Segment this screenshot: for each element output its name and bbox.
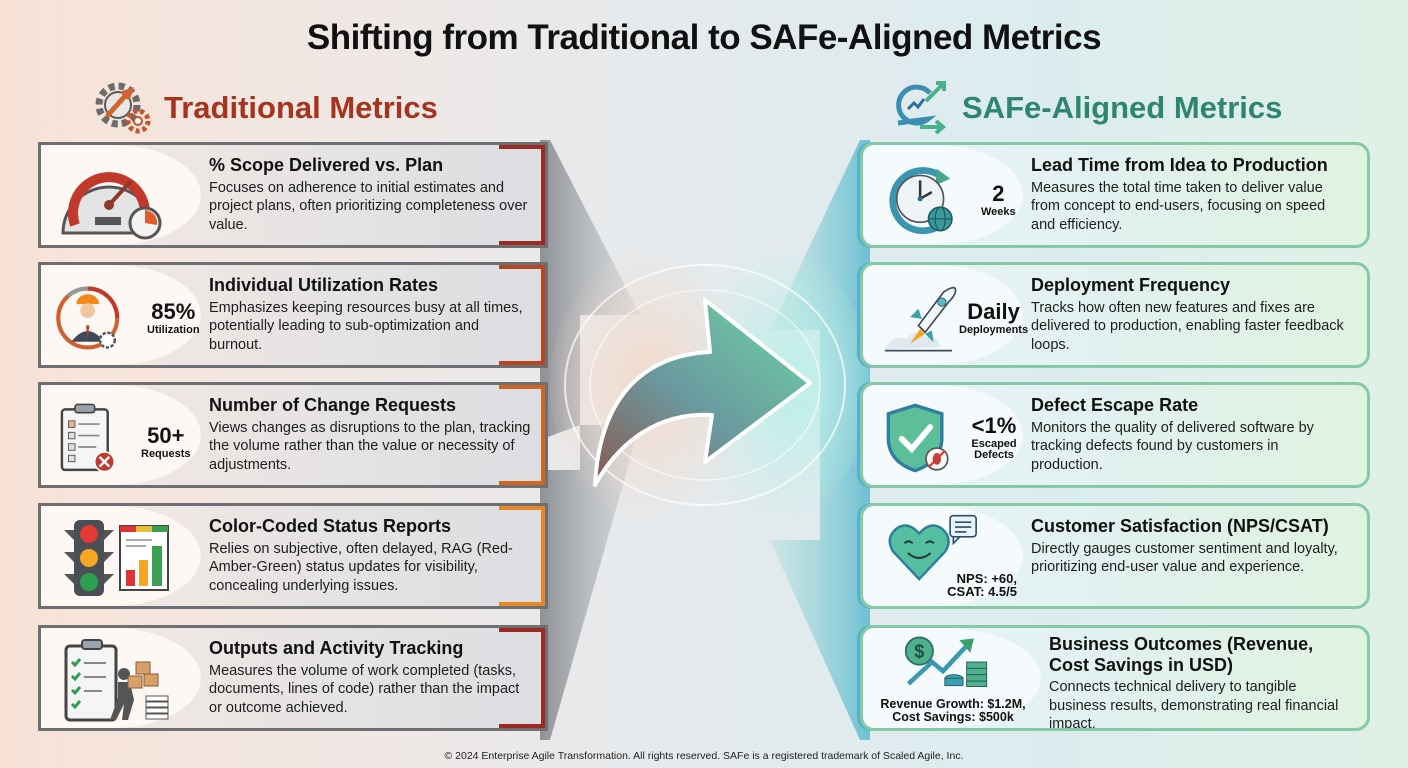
traditional-metrics-header: Traditional Metrics — [92, 78, 438, 138]
card-description: Connects technical delivery to tangible … — [1049, 679, 1339, 731]
traditional-card-change-requests: 50+ Requests Number of Change Requests V… — [38, 382, 548, 488]
nps-value: NPS: +60, — [956, 571, 1017, 586]
transition-arrow-icon — [540, 140, 870, 740]
safe-card-customer-satisfaction: NPS: +60, CSAT: 4.5/5 Customer Satisfact… — [860, 503, 1370, 609]
speedometer-stopwatch-icon — [61, 172, 162, 240]
cycle-growth-arrows-icon — [896, 81, 947, 135]
traditional-card-utilization: 85% Utilization Individual Utilization R… — [38, 262, 548, 368]
dollar-growth-coins-icon: $ — [904, 636, 988, 687]
cost-savings-value: Cost Savings: $500k — [892, 709, 1014, 724]
footer-copyright: © 2024 Enterprise Agile Transformation. … — [444, 750, 964, 762]
clock-globe-icon — [889, 167, 953, 235]
card-title: Lead Time from Idea to Production — [1031, 155, 1328, 175]
rocket-launch-icon — [885, 286, 957, 352]
card-title: Business Outcomes (Revenue, Cost Savings… — [1049, 634, 1314, 675]
safe-metrics-header: SAFe-Aligned Metrics — [890, 78, 1282, 138]
card-description: Emphasizes keeping resources busy at all… — [209, 299, 523, 353]
card-description: Monitors the quality of delivered softwa… — [1031, 419, 1314, 473]
card-description: Measures the total time taken to deliver… — [1031, 179, 1326, 233]
shield-check-bug-icon — [886, 403, 949, 473]
card-title: Customer Satisfaction (NPS/CSAT) — [1031, 516, 1329, 536]
safe-card-lead-time: 2 Weeks Lead Time from Idea to Productio… — [860, 142, 1370, 248]
card-title: % Scope Delivered vs. Plan — [209, 155, 444, 175]
csat-value: CSAT: 4.5/5 — [947, 584, 1017, 599]
safe-card-deployment-frequency: Daily Deployments Deployment Frequency T… — [860, 262, 1370, 368]
card-title: Outputs and Activity Tracking — [209, 638, 464, 658]
card-description: Directly gauges customer sentiment and l… — [1031, 540, 1338, 576]
revenue-growth-value: Revenue Growth: $1.2M, — [880, 697, 1026, 711]
safe-card-defect-escape: <1% Escaped Defects Defect Escape Rate M… — [860, 382, 1370, 488]
card-title: Defect Escape Rate — [1031, 395, 1199, 415]
smiling-heart-chat-icon — [888, 514, 977, 581]
card-description: Measures the volume of work completed (t… — [209, 662, 520, 716]
svg-text:$: $ — [914, 641, 924, 661]
stat-label: Deployments — [959, 324, 1029, 336]
traditional-card-outputs-activity: Outputs and Activity Tracking Measures t… — [38, 625, 548, 731]
page-title: Shifting from Traditional to SAFe-Aligne… — [306, 18, 1102, 57]
card-title: Deployment Frequency — [1031, 275, 1231, 295]
stat-value: 50+ — [147, 423, 185, 448]
stat-value: Daily — [967, 299, 1020, 324]
card-title: Number of Change Requests — [209, 395, 457, 415]
stat-label: Escaped Defects — [971, 438, 1017, 461]
checklist-worker-boxes-icon — [64, 639, 169, 722]
card-title: Individual Utilization Rates — [209, 275, 439, 295]
gears-wrench-icon — [95, 82, 151, 134]
traditional-card-scope-delivered: % Scope Delivered vs. Plan Focuses on ad… — [38, 142, 548, 248]
safe-card-business-outcomes: $ Revenue Growth: $1.2M, Cost Savings: $… — [860, 625, 1370, 731]
worker-utilization-icon — [56, 286, 120, 350]
clipboard-reject-icon — [60, 403, 116, 473]
stat-label: Requests — [141, 448, 191, 460]
traffic-light-report-icon — [64, 520, 169, 596]
card-description: Relies on subjective, often delayed, RAG… — [209, 540, 513, 594]
traditional-metrics-title: Traditional Metrics — [164, 90, 438, 125]
stat-value: <1% — [971, 413, 1017, 438]
stat-label: Weeks — [981, 206, 1016, 218]
stat-label: Utilization — [147, 324, 200, 336]
stat-value: 85% — [151, 299, 196, 324]
safe-metrics-title: SAFe-Aligned Metrics — [962, 90, 1283, 125]
stat-value: 2 — [992, 181, 1005, 206]
card-description: Focuses on adherence to initial estimate… — [209, 179, 528, 233]
card-description: Tracks how often new features and fixes … — [1031, 299, 1344, 353]
card-description: Views changes as disruptions to the plan… — [209, 419, 531, 473]
card-title: Color-Coded Status Reports — [209, 516, 452, 536]
traditional-card-status-reports: Color-Coded Status Reports Relies on sub… — [38, 503, 548, 609]
